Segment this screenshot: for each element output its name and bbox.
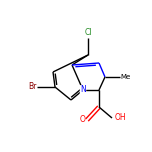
Text: N: N bbox=[80, 85, 86, 95]
Text: Me: Me bbox=[121, 74, 131, 80]
Text: Br: Br bbox=[28, 83, 36, 92]
Text: Cl: Cl bbox=[84, 28, 92, 37]
Text: OH: OH bbox=[115, 114, 127, 123]
Text: O: O bbox=[79, 116, 85, 124]
